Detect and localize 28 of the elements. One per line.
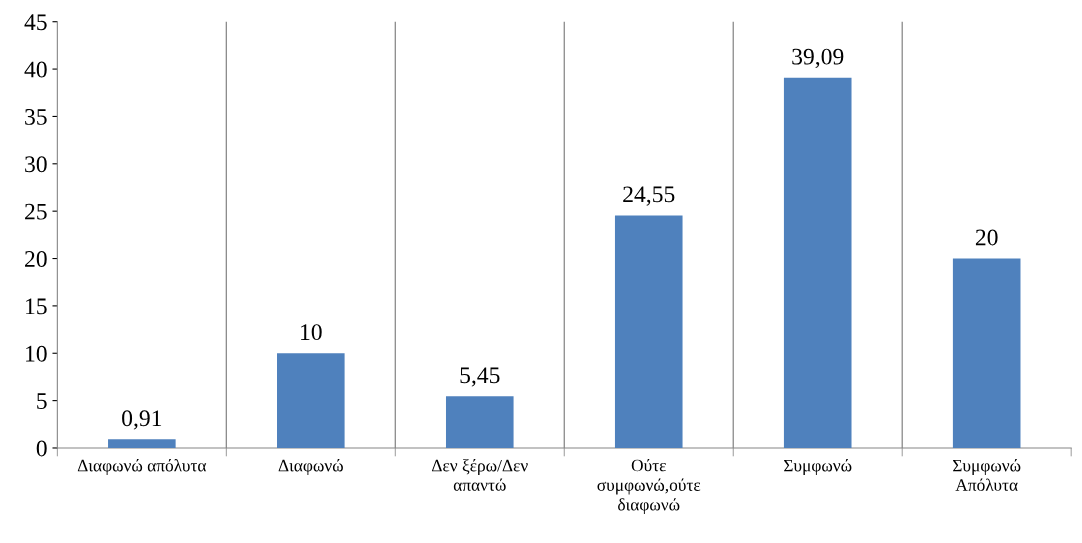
bar [783, 77, 852, 448]
data-label: 0,91 [122, 410, 162, 430]
y-tick-label: 30 [25, 156, 47, 173]
y-tick-label: 40 [24, 61, 47, 78]
y-tick-label: 35 [25, 109, 47, 125]
x-tick-label: Ούτε συμφωνώ,ούτε διαφωνώ [597, 458, 701, 515]
x-tick-label: Συμφωνώ Απόλυτα [953, 459, 1021, 491]
bar [445, 396, 514, 448]
y-tick-label: 0 [36, 440, 47, 457]
bar [614, 215, 683, 448]
y-tick-label: 20 [25, 251, 47, 267]
x-tick-label: Διαφωνώ απόλυτα [77, 459, 207, 476]
y-tick-label: 5 [37, 393, 47, 410]
y-tick-label: 45 [24, 14, 47, 31]
bar [952, 258, 1021, 448]
data-label: 39,09 [792, 48, 844, 68]
x-tick-label: Συμφωνώ [784, 459, 852, 476]
data-label: 10 [301, 324, 322, 341]
x-tick-label: Δεν ξέρω/Δεν απαντώ [431, 459, 528, 491]
y-tick-label: 10 [26, 345, 47, 362]
bar [108, 439, 176, 448]
data-label: 5,45 [460, 367, 500, 387]
y-tick-label: 15 [26, 298, 47, 315]
bar [277, 353, 345, 448]
data-label: 24,55 [623, 186, 675, 206]
data-label: 20 [975, 229, 998, 246]
y-tick-label: 25 [25, 203, 47, 220]
x-tick-label: Διαφωνώ [278, 459, 343, 476]
